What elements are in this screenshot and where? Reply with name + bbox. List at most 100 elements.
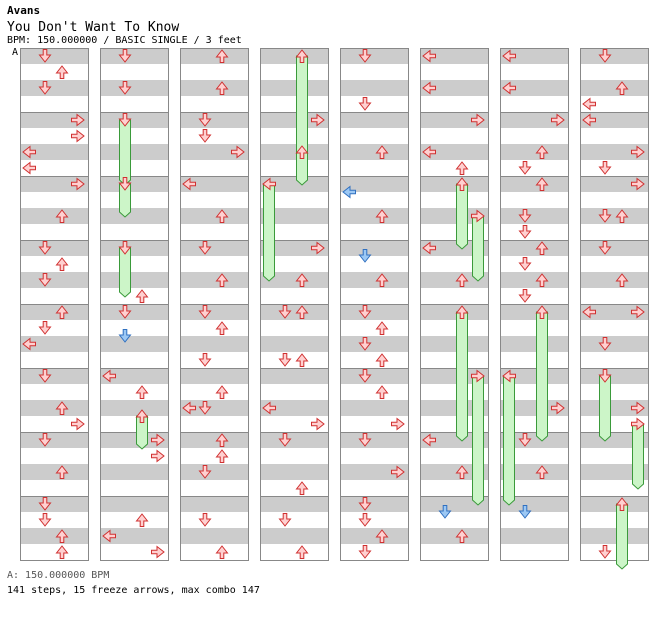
chart-stats: 141 steps, 15 freeze arrows, max combo 1… [7, 585, 260, 596]
down-arrow-icon [518, 225, 532, 239]
up-arrow-icon [535, 145, 549, 159]
down-arrow-icon [198, 465, 212, 479]
up-arrow-icon [135, 513, 149, 527]
down-arrow-icon [358, 497, 372, 511]
beat-stripe [501, 208, 568, 224]
beat-stripe [21, 176, 88, 192]
up-arrow-icon [215, 545, 229, 559]
down-arrow-icon [38, 241, 52, 255]
down-arrow-icon [358, 545, 372, 559]
beat-stripe [421, 304, 488, 320]
beat-stripe [101, 432, 168, 448]
beat-stripe [101, 400, 168, 416]
beat-stripe [181, 400, 248, 416]
up-arrow-icon [615, 497, 629, 511]
up-arrow-icon [375, 529, 389, 543]
up-arrow-icon [55, 529, 69, 543]
beat-stripe [101, 464, 168, 480]
up-arrow-icon [455, 465, 469, 479]
right-arrow-icon [151, 545, 165, 559]
up-arrow-icon [55, 545, 69, 559]
beat-stripe [501, 464, 568, 480]
chart-column [500, 48, 569, 561]
right-arrow-icon [231, 145, 245, 159]
beat-stripe [181, 272, 248, 288]
down-arrow-icon [518, 257, 532, 271]
chart-column [180, 48, 249, 561]
up-arrow-icon [55, 257, 69, 271]
down-arrow-icon [598, 49, 612, 63]
beat-stripe [421, 176, 488, 192]
beat-stripe [101, 144, 168, 160]
up-arrow-icon [535, 273, 549, 287]
beat-stripe [181, 240, 248, 256]
beat-stripe [261, 336, 328, 352]
chart-column [340, 48, 409, 561]
beat-stripe [21, 400, 88, 416]
right-arrow-icon [311, 113, 325, 127]
beat-stripe [421, 496, 488, 512]
beat-stripe [341, 304, 408, 320]
freeze-arrow-body [536, 311, 548, 442]
beat-stripe [421, 272, 488, 288]
down-arrow-icon [118, 241, 132, 255]
down-arrow-icon [38, 513, 52, 527]
beat-stripe [421, 112, 488, 128]
down-arrow-icon [118, 49, 132, 63]
down-arrow-icon [38, 433, 52, 447]
beat-stripe [581, 144, 648, 160]
beat-stripe [21, 432, 88, 448]
up-arrow-icon [295, 545, 309, 559]
beat-stripe [421, 368, 488, 384]
beat-stripe [501, 48, 568, 64]
freeze-arrow-body [456, 311, 468, 442]
up-arrow-icon [135, 385, 149, 399]
beat-stripe [21, 464, 88, 480]
left-arrow-icon [102, 529, 116, 543]
down-arrow-icon [38, 81, 52, 95]
beat-stripe [341, 80, 408, 96]
beat-stripe [21, 112, 88, 128]
up-arrow-icon [55, 209, 69, 223]
right-arrow-icon [631, 177, 645, 191]
beat-stripe [341, 528, 408, 544]
left-arrow-icon [262, 401, 276, 415]
beat-stripe [421, 80, 488, 96]
beat-stripe [341, 176, 408, 192]
beat-stripe [501, 496, 568, 512]
beat-stripe [581, 336, 648, 352]
beat-stripe [421, 240, 488, 256]
left-arrow-icon [502, 81, 516, 95]
up-arrow-icon [295, 353, 309, 367]
beat-stripe [501, 528, 568, 544]
chart-column [20, 48, 89, 561]
beat-stripe [101, 208, 168, 224]
down-arrow-icon [358, 433, 372, 447]
up-arrow-icon [615, 81, 629, 95]
down-arrow-icon [518, 289, 532, 303]
up-arrow-icon [55, 465, 69, 479]
beat-stripe [341, 336, 408, 352]
beat-stripe [581, 304, 648, 320]
down-arrow-icon [358, 49, 372, 63]
beat-stripe [501, 432, 568, 448]
right-arrow-icon [551, 401, 565, 415]
left-arrow-icon [342, 185, 356, 199]
down-arrow-icon [278, 513, 292, 527]
up-arrow-icon [455, 529, 469, 543]
right-arrow-icon [631, 417, 645, 431]
down-arrow-icon [278, 353, 292, 367]
up-arrow-icon [295, 305, 309, 319]
down-arrow-icon [518, 209, 532, 223]
beat-stripe [581, 176, 648, 192]
down-arrow-icon [518, 505, 532, 519]
beat-stripe [21, 496, 88, 512]
left-arrow-icon [22, 145, 36, 159]
left-arrow-icon [422, 241, 436, 255]
beat-stripe [261, 464, 328, 480]
beat-stripe [21, 368, 88, 384]
freeze-arrow-body [296, 55, 308, 186]
right-arrow-icon [471, 113, 485, 127]
up-arrow-icon [295, 145, 309, 159]
